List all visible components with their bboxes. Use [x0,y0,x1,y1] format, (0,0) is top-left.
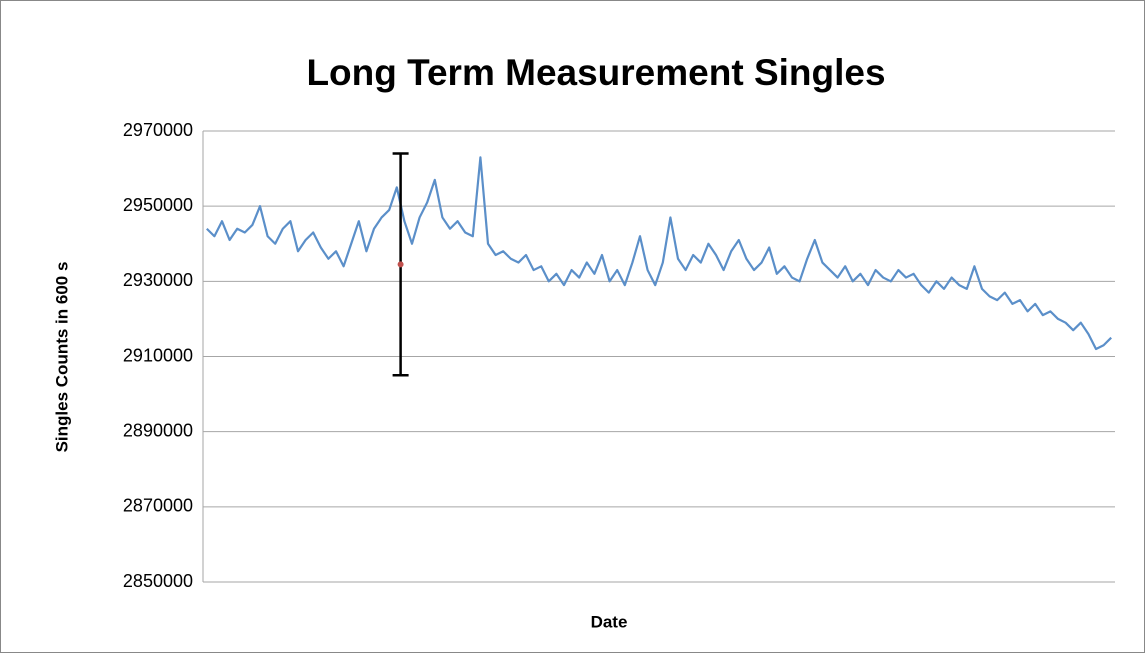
y-tick-label: 2910000 [123,345,193,365]
y-tick-label: 2890000 [123,420,193,440]
y-tick-label: 2870000 [123,496,193,516]
error-point [397,261,404,268]
y-tick-label: 2950000 [123,195,193,215]
chart-title: Long Term Measurement Singles [306,52,885,93]
data-line [206,156,1112,351]
y-axis-label: Singles Counts in 600 s [52,262,71,453]
y-tick-label: 2850000 [123,571,193,591]
y-tick-label: 2930000 [123,270,193,290]
y-tick-label: 2970000 [123,120,193,140]
x-axis-label: Date [591,612,628,631]
